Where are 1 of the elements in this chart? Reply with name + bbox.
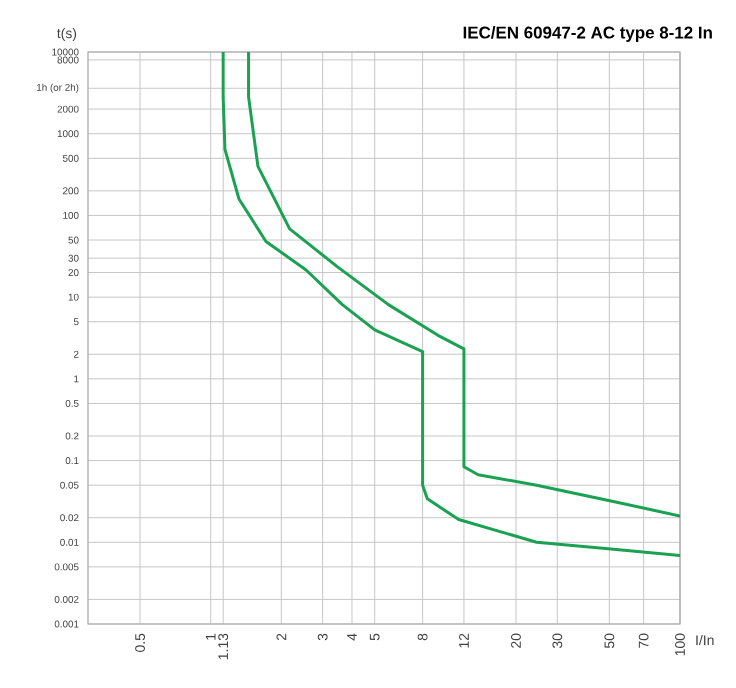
chart-title: IEC/EN 60947-2 AC type 8-12 In [463, 26, 712, 42]
